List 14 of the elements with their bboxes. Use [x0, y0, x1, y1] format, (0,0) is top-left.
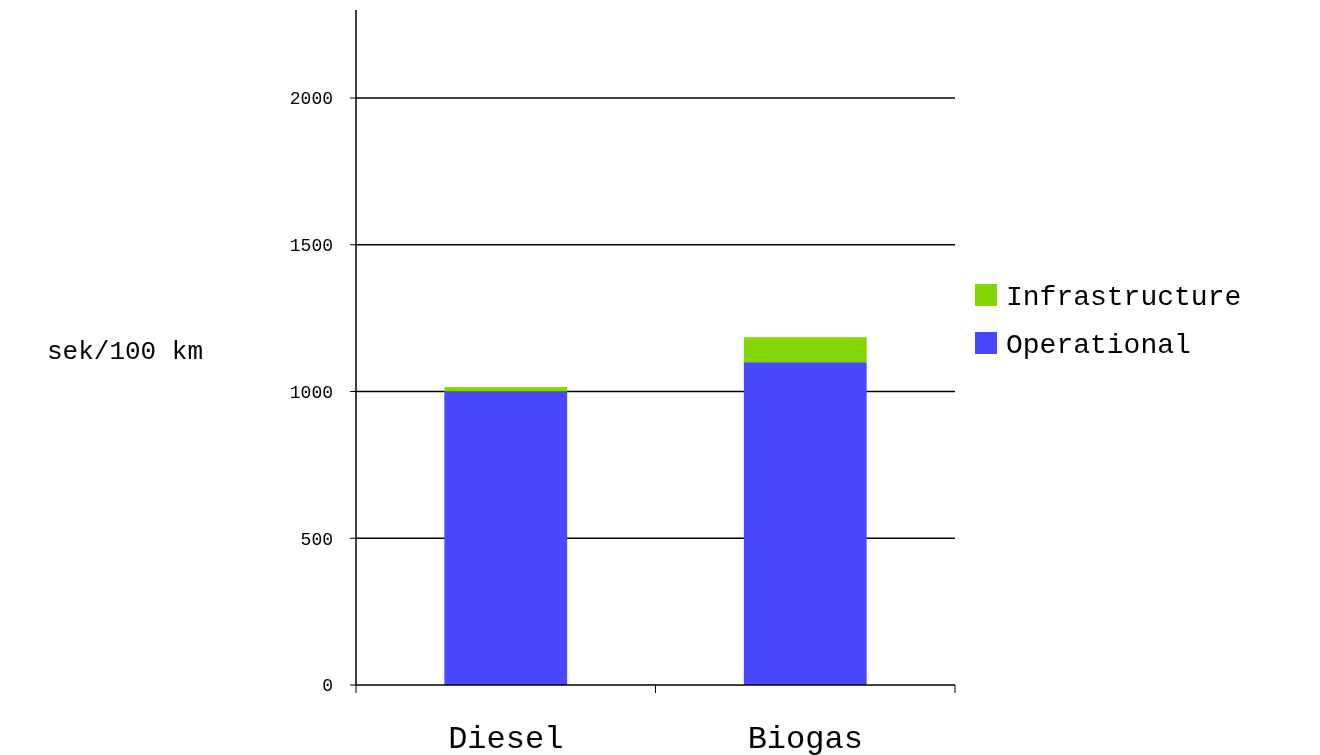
- bar: [743, 337, 867, 363]
- y-tick-label: 2000: [289, 89, 333, 110]
- y-tick-label: 500: [300, 529, 333, 550]
- y-tick-label: 1500: [289, 236, 333, 257]
- bar: [743, 362, 867, 685]
- x-tick-label: Diesel: [448, 721, 564, 755]
- x-tick-label: Biogas: [747, 721, 863, 755]
- y-axis-title: sek/100 km: [46, 337, 204, 368]
- bar: [444, 391, 568, 685]
- y-tick-label: 1000: [289, 382, 333, 403]
- legend-label: Infrastructure: [1006, 281, 1242, 313]
- y-tick-label: 0: [322, 676, 333, 697]
- bar: [444, 387, 568, 392]
- legend-label: Operational: [1006, 329, 1191, 361]
